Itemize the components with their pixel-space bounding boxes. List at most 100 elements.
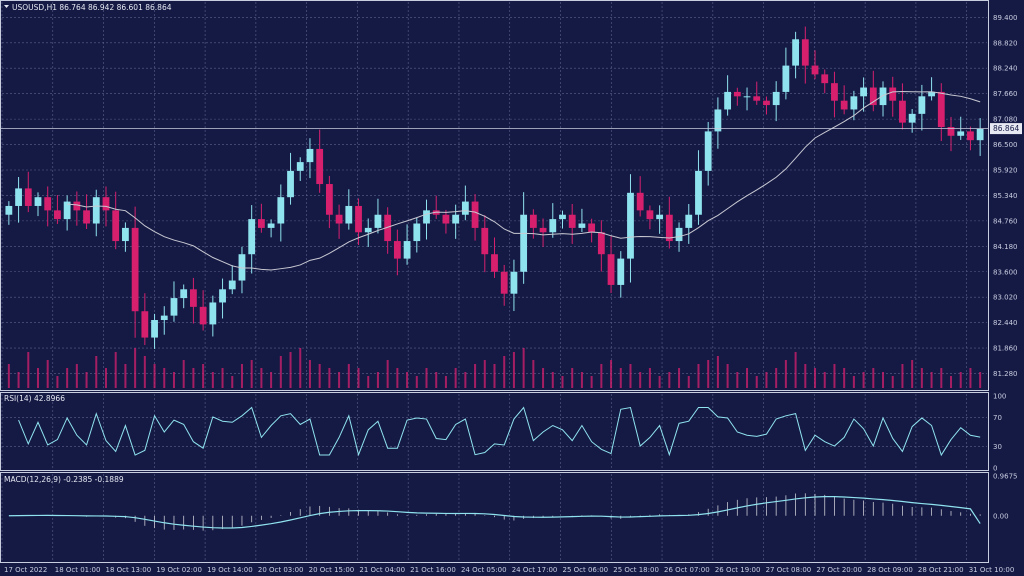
volume-bar — [503, 356, 506, 388]
macd-tick-label: 0.9675 — [993, 473, 1018, 481]
volume-bar — [114, 352, 117, 388]
volume-bar — [804, 364, 807, 388]
candle-body — [384, 214, 392, 242]
volume-bar — [386, 360, 389, 388]
volume-bar — [843, 368, 846, 388]
volume-bar — [104, 368, 107, 388]
time-tick-label: 27 Oct 08:00 — [766, 566, 812, 574]
candle-body — [937, 91, 945, 128]
volume-bar — [66, 368, 69, 388]
volume-bar — [532, 360, 535, 388]
volume-bar — [75, 364, 78, 388]
time-tick-label: 24 Oct 17:00 — [512, 566, 558, 574]
current-price-tag: 86.864 — [990, 123, 1022, 135]
time-tick-label: 28 Oct 09:00 — [867, 566, 913, 574]
candle-body — [801, 39, 809, 66]
time-axis: 17 Oct 2022 18 Oct 01:00 18 Oct 13:00 19 Oc… — [4, 566, 1014, 574]
candle-body — [5, 205, 13, 215]
price-tick-label: 85.340 — [993, 192, 1018, 200]
volume-bar — [347, 364, 350, 388]
candle-body — [151, 320, 158, 338]
volume-bar — [891, 376, 894, 388]
volume-bar — [648, 368, 651, 388]
candle-body — [306, 148, 314, 163]
time-tick-label: 21 Oct 04:00 — [359, 566, 405, 574]
candle-body — [549, 219, 557, 233]
symbol-header[interactable]: USOUSD,H1 86.764 86.942 86.601 86.864 — [4, 3, 172, 12]
candle-body — [743, 96, 751, 98]
candle-body — [724, 91, 732, 110]
volume-bar — [882, 372, 885, 388]
symbol-info: USOUSD,H1 86.764 86.942 86.601 86.864 — [12, 3, 172, 12]
volume-bar — [56, 376, 59, 388]
dropdown-triangle-icon[interactable] — [4, 5, 9, 8]
candle-body — [24, 188, 32, 206]
candle-body — [539, 227, 547, 233]
macd-tick-label: 0.00 — [993, 512, 1009, 520]
time-tick-label: 27 Oct 20:00 — [816, 566, 862, 574]
candle-body — [607, 254, 615, 285]
candle-body — [209, 302, 217, 325]
volume-bar — [940, 368, 943, 388]
volume-bar — [794, 352, 797, 388]
volume-bar — [299, 348, 302, 388]
volume-bar — [289, 352, 292, 388]
volume-bar — [7, 364, 10, 388]
volume-bar — [959, 372, 962, 388]
candle-body — [627, 192, 634, 259]
candle-body — [180, 289, 188, 299]
volume-bar — [95, 356, 98, 388]
volume-bar — [775, 368, 778, 388]
price-tick-label: 86.500 — [993, 141, 1018, 149]
macd-axis: 0.9675 0.00 — [993, 473, 1018, 521]
rsi-level-lines — [2, 417, 987, 447]
candle-body — [267, 223, 275, 228]
candle-body — [947, 127, 955, 136]
candle-body — [15, 188, 22, 206]
candle-body — [685, 214, 693, 228]
time-tick-label: 26 Oct 19:00 — [715, 566, 761, 574]
candle-body — [335, 214, 343, 224]
time-tick-label: 19 Oct 14:00 — [207, 566, 253, 574]
rsi-tick-label: 100 — [993, 393, 1006, 401]
rsi-axis: 100 70 30 0 — [993, 393, 1006, 473]
candle-body — [170, 298, 178, 316]
candle-body — [656, 214, 664, 220]
volume-bar — [464, 372, 467, 388]
candle-body — [850, 96, 858, 110]
grid-lines — [1, 2, 987, 562]
candle-body — [190, 289, 197, 307]
volume-bar — [202, 364, 205, 388]
candle-body — [122, 227, 129, 242]
time-tick-label: 18 Oct 01:00 — [55, 566, 101, 574]
time-tick-label: 18 Oct 13:00 — [106, 566, 152, 574]
price-tick-label: 81.280 — [993, 370, 1018, 378]
volume-bar — [85, 372, 88, 388]
candle-body — [452, 214, 460, 224]
candle-body — [112, 210, 120, 242]
volume-bar — [143, 356, 146, 388]
volume-bar — [765, 372, 768, 388]
volume-bar — [746, 368, 749, 388]
volume-bar — [182, 360, 185, 388]
rsi-tick-label: 70 — [993, 414, 1002, 422]
candle-body — [665, 214, 673, 242]
volume-bar — [814, 368, 817, 388]
volume-bar — [454, 368, 457, 388]
time-tick-label: 20 Oct 03:00 — [258, 566, 304, 574]
volume-bar — [930, 372, 933, 388]
volume-bar — [610, 360, 613, 388]
candle-body — [733, 91, 741, 97]
price-tick-label: 87.080 — [993, 116, 1018, 124]
volume-bar — [687, 376, 690, 388]
volume-bar — [444, 376, 447, 388]
candle-body — [763, 100, 770, 106]
price-tick-label: 85.920 — [993, 166, 1018, 174]
candle-body — [63, 201, 71, 220]
candle-body — [481, 227, 489, 255]
volume-bar — [707, 360, 710, 388]
candle-body — [73, 201, 81, 211]
candle-body — [413, 223, 421, 242]
candle-body — [199, 306, 207, 325]
